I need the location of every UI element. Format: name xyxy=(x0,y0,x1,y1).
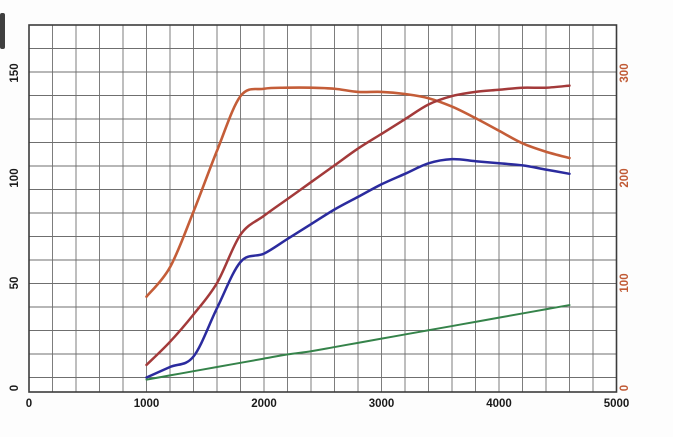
y-axis-left-tick-label: 50 xyxy=(9,277,21,290)
y-axis-right-tick-label: 0 xyxy=(619,385,631,391)
y-axis-right-tick-label: 100 xyxy=(619,273,631,292)
x-axis-tick-label: 1000 xyxy=(134,398,160,410)
reference-line xyxy=(145,304,571,381)
x-axis-tick-label: 2000 xyxy=(251,398,277,410)
y-axis-left-tick-label: 100 xyxy=(9,168,21,187)
plot-background xyxy=(29,25,617,392)
x-axis-tick-label: 4000 xyxy=(486,398,512,410)
secondary-power-curve xyxy=(145,157,571,379)
scan-artifact xyxy=(0,13,5,49)
x-axis-tick-label: 5000 xyxy=(604,398,630,410)
power-curve xyxy=(145,84,571,367)
torque-curve xyxy=(145,86,571,298)
x-axis-tick-label: 3000 xyxy=(369,398,395,410)
y-axis-left-tick-label: 0 xyxy=(9,385,21,391)
x-axis-tick-label: 0 xyxy=(26,398,32,410)
y-axis-right-tick-label: 300 xyxy=(619,63,631,82)
plot-border xyxy=(28,24,618,393)
y-axis-left-tick-label: 150 xyxy=(9,63,21,82)
y-axis-right-tick-label: 200 xyxy=(619,168,631,187)
